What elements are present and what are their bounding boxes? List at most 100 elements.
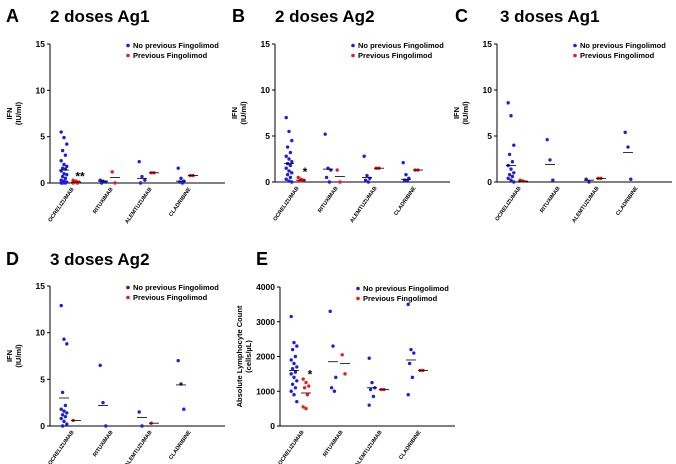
data-point (509, 167, 513, 171)
data-point (59, 416, 63, 421)
data-point (143, 178, 147, 182)
data-point (623, 130, 627, 135)
data-point (293, 354, 298, 359)
panel-title: 3 doses Ag2 (50, 250, 150, 269)
data-point (59, 130, 63, 134)
data-point (406, 393, 410, 397)
data-point (113, 181, 117, 185)
legend-marker (126, 43, 130, 48)
data-point (293, 386, 298, 390)
data-point (284, 115, 288, 120)
legend-marker (351, 43, 355, 48)
data-point (404, 172, 408, 177)
y-tick-label: 10 (36, 328, 46, 338)
legend-label: Previous Fingolimod (133, 51, 208, 60)
data-point (324, 175, 329, 180)
data-point (512, 171, 516, 175)
data-point (365, 173, 369, 178)
data-point (292, 393, 296, 397)
x-tick-label: ALEMTUZUMAB (124, 430, 153, 464)
data-point (292, 340, 296, 345)
x-tick-label: OCRELIZUMAB (272, 186, 300, 223)
panel: B 2 doses Ag2 IFN (IU/ml) 0 5 10 15 OCRELIZUMAB R… (230, 6, 450, 224)
legend-marker (351, 53, 355, 58)
panel-label: D (6, 249, 19, 269)
data-point (332, 389, 337, 393)
data-point (370, 380, 374, 385)
data-point (284, 166, 288, 170)
data-point (59, 181, 63, 185)
y-tick-label: 0 (40, 178, 45, 188)
data-point (179, 176, 183, 181)
data-point (290, 347, 295, 352)
legend-marker (126, 53, 130, 58)
data-point (296, 175, 300, 180)
y-tick-label: 5 (40, 132, 45, 142)
data-point (59, 407, 63, 411)
x-tick-label: CLADRIBINE (398, 429, 423, 460)
data-point (292, 375, 296, 380)
data-point (307, 384, 311, 388)
x-tick-label: CLADRIBINE (393, 185, 418, 216)
data-point (412, 351, 416, 355)
y-axis-label: IFN (452, 107, 461, 119)
x-tick-label: RITUXIMAB (322, 430, 344, 458)
x-tick-label: ALEMTUZUMAB (571, 186, 600, 224)
data-point (295, 379, 299, 383)
data-point (65, 142, 69, 146)
legend-label: Previous Fingolimod (133, 293, 208, 302)
data-point (305, 393, 310, 397)
data-point (287, 157, 291, 161)
data-point (101, 400, 105, 405)
data-point (367, 403, 371, 407)
data-point (62, 337, 66, 341)
y-tick-label: 15 (483, 39, 493, 49)
data-point (366, 180, 371, 184)
data-point (545, 137, 549, 142)
data-point (506, 176, 510, 181)
data-point (512, 180, 516, 184)
data-point (289, 358, 293, 362)
data-point (62, 409, 66, 413)
data-point (323, 132, 327, 136)
data-point (406, 302, 410, 307)
panel: A 2 doses Ag1 IFN (IU/ml) 0 5 10 15 OCRELIZUMAB R… (5, 6, 225, 225)
y-tick-label: 15 (36, 281, 46, 291)
data-point (65, 422, 69, 426)
data-point (510, 160, 515, 164)
data-point (368, 387, 373, 392)
y-tick-label: 10 (36, 85, 46, 95)
data-point (407, 361, 412, 366)
data-point (295, 344, 299, 348)
data-point (371, 394, 376, 399)
data-point (182, 407, 186, 411)
data-point (63, 403, 68, 408)
legend-marker (573, 43, 577, 48)
data-point (288, 163, 293, 168)
data-point (63, 153, 68, 157)
data-point (329, 386, 334, 390)
data-point (512, 143, 516, 147)
legend-label: No previous Fingolimod (363, 284, 449, 293)
data-point (288, 150, 293, 155)
panel: E Absolute Lymphocyte Count (cells/µL) 0 100… (235, 249, 455, 464)
x-tick-label: CLADRIBINE (168, 429, 193, 460)
x-tick-label: OCRELIZUMAB (494, 186, 522, 223)
data-point (293, 370, 298, 374)
data-point (284, 154, 288, 158)
data-point (290, 171, 294, 175)
panel-label: E (256, 249, 268, 269)
data-point (137, 159, 141, 164)
y-axis-label: IFN (5, 350, 14, 362)
y-tick-label: 0 (40, 421, 45, 431)
x-tick-label: ALEMTUZUMAB (349, 186, 378, 224)
x-tick-label: CLADRIBINE (615, 185, 640, 216)
panel-title: 2 doses Ag1 (50, 7, 150, 26)
legend-label: Previous Fingolimod (358, 51, 433, 60)
data-point (138, 181, 143, 185)
y-axis-label: (IU/ml) (14, 344, 23, 368)
data-point (510, 174, 515, 179)
data-point (60, 174, 65, 179)
x-tick-label: OCRELIZUMAB (47, 430, 75, 464)
